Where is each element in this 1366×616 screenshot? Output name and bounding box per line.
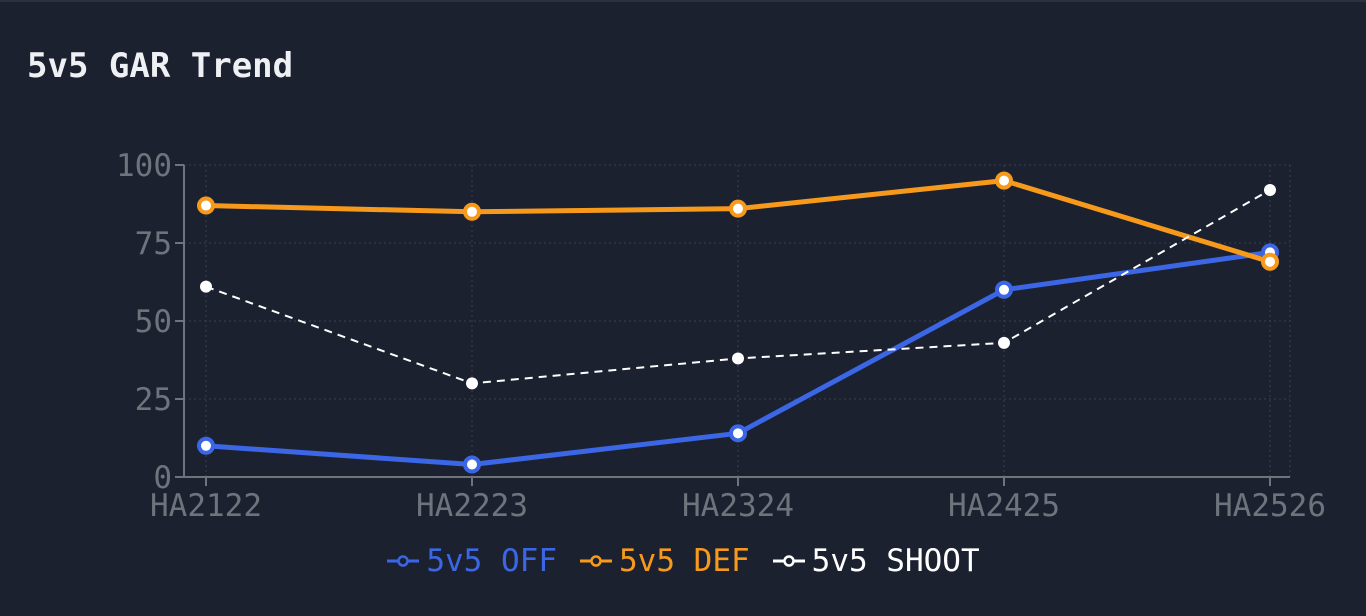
legend-label: 5v5 OFF: [426, 543, 557, 579]
legend-label: 5v5 SHOOT: [811, 543, 980, 579]
y-tick-label: 0: [153, 460, 172, 496]
data-point: [1264, 183, 1276, 196]
legend-item-5v5-shoot[interactable]: 5v5 SHOOT: [772, 543, 980, 579]
x-tick-label: HA2122: [150, 488, 262, 524]
legend-item-5v5-off[interactable]: 5v5 OFF: [386, 543, 557, 579]
data-point: [995, 171, 1013, 190]
data-point: [200, 280, 212, 293]
y-tick-label: 75: [135, 226, 172, 262]
series-group: [197, 171, 1279, 474]
legend-label: 5v5 DEF: [619, 543, 750, 579]
x-axis-ticks: HA2122 HA2223 HA2324 HA2425 HA2526: [150, 477, 1326, 524]
legend-marker-icon: [580, 555, 612, 567]
series-5v5-off: [197, 243, 1279, 474]
chart-legend: 5v5 OFF 5v5 DEF 5v5 SHOOT: [0, 543, 1366, 579]
data-point: [466, 377, 478, 390]
x-tick-label: HA2526: [1214, 488, 1326, 524]
data-point: [197, 436, 215, 455]
legend-marker-icon: [772, 555, 805, 567]
data-point: [729, 199, 747, 218]
series-5v5-shoot: [200, 183, 1276, 390]
y-tick-label: 50: [135, 304, 172, 340]
legend-marker-icon: [387, 555, 420, 567]
y-axis-ticks: 0 25 50 75 100: [116, 148, 184, 496]
y-tick-label: 100: [116, 148, 172, 184]
x-tick-label: HA2324: [682, 488, 794, 524]
chart-title: 5v5 GAR Trend: [27, 46, 294, 86]
data-point: [463, 202, 481, 221]
x-tick-label: HA2425: [948, 488, 1060, 524]
series-5v5-def: [197, 171, 1279, 271]
data-point: [732, 352, 744, 365]
data-point: [995, 280, 1013, 299]
data-point: [463, 455, 481, 474]
data-point: [998, 336, 1010, 349]
data-point: [197, 196, 215, 215]
x-tick-label: HA2223: [416, 488, 528, 524]
data-point: [729, 424, 747, 443]
y-tick-label: 25: [135, 382, 172, 418]
data-point: [1261, 252, 1279, 271]
legend-item-5v5-def[interactable]: 5v5 DEF: [579, 543, 750, 579]
